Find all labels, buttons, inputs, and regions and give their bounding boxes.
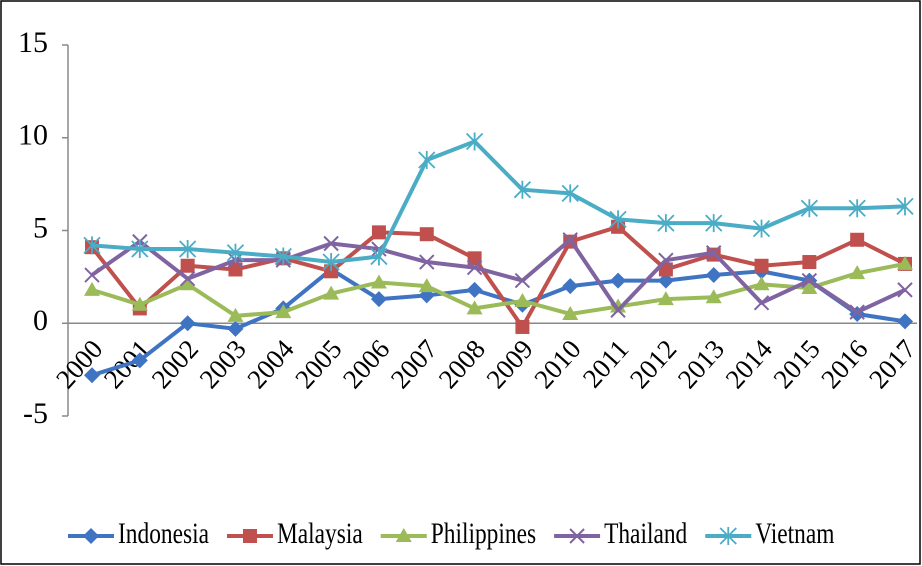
point	[370, 247, 388, 266]
series-line	[90, 237, 906, 315]
point	[754, 258, 769, 273]
legend-label: Philippines	[431, 517, 536, 550]
point	[514, 272, 531, 289]
point	[370, 274, 387, 289]
point	[897, 313, 913, 330]
point	[753, 295, 770, 311]
point	[395, 528, 412, 542]
point	[227, 320, 244, 337]
point	[418, 151, 436, 170]
point	[610, 302, 626, 318]
point	[419, 254, 435, 270]
point	[179, 271, 196, 287]
point	[705, 214, 723, 233]
point	[658, 252, 674, 268]
point	[561, 184, 579, 203]
point	[83, 528, 99, 544]
point	[226, 243, 245, 262]
point	[848, 199, 866, 218]
legend-label: Malaysia	[277, 517, 363, 550]
point	[324, 264, 339, 279]
series-line	[91, 261, 906, 318]
point	[83, 236, 101, 255]
point	[562, 278, 579, 295]
point	[562, 305, 579, 320]
point	[466, 300, 483, 315]
point	[370, 291, 387, 308]
point	[371, 225, 386, 240]
point	[323, 235, 339, 252]
point	[800, 199, 818, 218]
y-tick-label: 5	[33, 211, 48, 244]
point	[84, 267, 100, 283]
point	[322, 253, 340, 272]
point	[896, 197, 914, 216]
point	[465, 132, 484, 151]
y-tick-label: 0	[33, 304, 48, 337]
point	[84, 281, 100, 296]
point	[418, 278, 435, 293]
point	[515, 319, 530, 334]
point	[752, 219, 771, 238]
point	[466, 259, 483, 276]
point	[419, 227, 434, 242]
point	[274, 247, 292, 266]
point	[569, 528, 585, 544]
point	[179, 276, 196, 291]
series-line	[90, 224, 906, 329]
point	[802, 255, 817, 270]
point	[84, 367, 100, 384]
point	[179, 240, 197, 259]
point	[705, 289, 722, 304]
y-tick-label: 10	[18, 119, 48, 152]
point	[131, 240, 149, 259]
point	[897, 255, 913, 270]
point	[131, 296, 148, 311]
point	[513, 180, 532, 199]
point	[753, 276, 770, 291]
point	[719, 527, 737, 545]
series-line	[91, 139, 906, 265]
point	[323, 285, 340, 300]
point	[242, 529, 257, 543]
point	[466, 281, 483, 298]
point	[657, 291, 674, 306]
point	[227, 307, 244, 322]
point	[609, 210, 627, 229]
point	[131, 352, 148, 369]
point	[562, 232, 578, 248]
point	[849, 265, 866, 280]
point	[849, 304, 865, 320]
point	[228, 262, 243, 277]
point	[610, 272, 627, 289]
legend-label: Indonesia	[118, 517, 209, 550]
point	[657, 214, 675, 233]
point	[275, 304, 292, 319]
point	[801, 272, 818, 289]
point	[705, 245, 722, 261]
point	[801, 280, 818, 295]
point	[467, 251, 482, 266]
y-tick-label: -5	[23, 397, 48, 430]
point	[179, 315, 196, 332]
point	[610, 298, 627, 313]
legend-label: Vietnam	[755, 517, 834, 550]
point	[850, 232, 865, 247]
legend: Indonesia Malaysia Philippines Thailand Viet…	[68, 517, 834, 550]
legend-label: Thailand	[604, 517, 687, 550]
point	[897, 282, 913, 298]
y-tick-label: 15	[18, 26, 48, 59]
series-line	[91, 267, 906, 378]
point	[514, 292, 531, 307]
point	[705, 267, 722, 284]
point	[180, 258, 195, 273]
point	[657, 272, 674, 289]
